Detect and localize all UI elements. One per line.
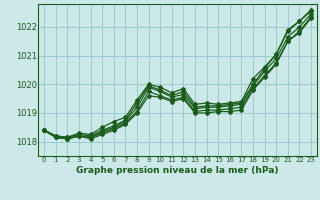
- X-axis label: Graphe pression niveau de la mer (hPa): Graphe pression niveau de la mer (hPa): [76, 166, 279, 175]
